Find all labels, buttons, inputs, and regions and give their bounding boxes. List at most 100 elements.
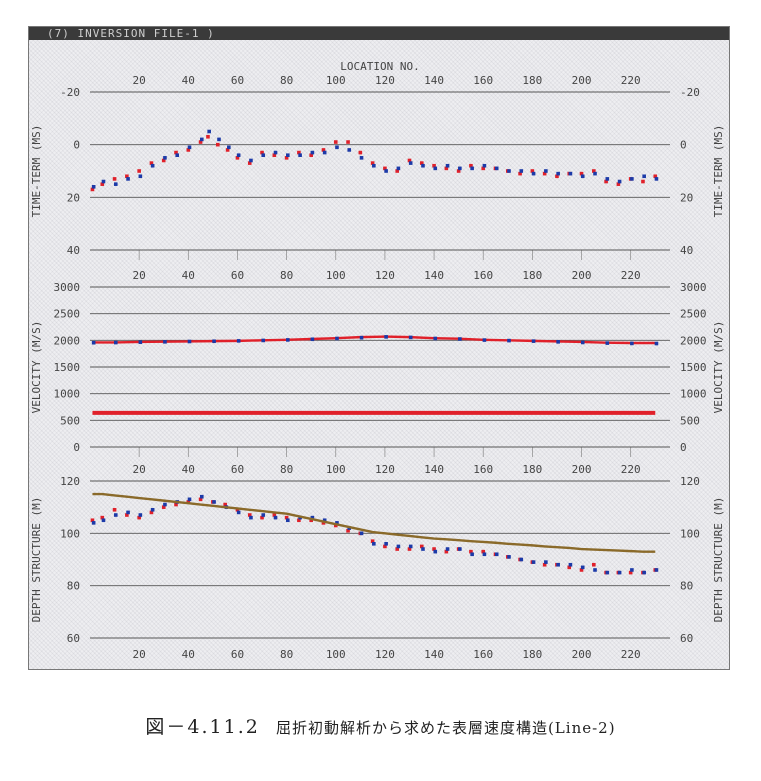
data-point <box>346 140 350 144</box>
x-tick-label: 20 <box>133 269 146 282</box>
data-point <box>359 156 364 160</box>
y-tick-label-left: 120 <box>60 475 80 488</box>
data-point <box>260 515 264 520</box>
x-tick-label: 200 <box>572 648 592 661</box>
data-point <box>408 161 413 165</box>
x-tick-label: 180 <box>522 463 542 476</box>
data-point <box>297 518 301 523</box>
x-tick-label: 140 <box>424 269 444 282</box>
x-tick-label: 120 <box>375 74 395 87</box>
data-point <box>100 182 105 186</box>
data-point <box>235 507 240 512</box>
data-point <box>408 544 413 549</box>
data-point <box>433 336 438 341</box>
x-tick-label: 20 <box>133 463 146 476</box>
y-tick-label-right: 0 <box>680 139 687 152</box>
data-point <box>358 150 363 155</box>
x-tick-label: 140 <box>424 648 444 661</box>
data-point <box>481 549 486 554</box>
data-point <box>359 335 364 340</box>
x-tick-label: 40 <box>182 269 195 282</box>
data-point <box>284 515 289 520</box>
x-tick-label: 100 <box>326 269 346 282</box>
y-tick-label-right: 100 <box>680 527 700 540</box>
data-point <box>321 521 326 525</box>
data-point <box>384 169 388 173</box>
data-point <box>469 549 473 554</box>
data-point <box>113 513 118 517</box>
data-point <box>556 171 560 176</box>
y-tick-label-right: 1000 <box>680 388 707 401</box>
data-point <box>482 163 487 168</box>
y-tick-label-left: 100 <box>60 527 80 540</box>
data-point <box>227 145 231 150</box>
y-tick-label-right: 2000 <box>680 334 707 347</box>
x-tick-label: 180 <box>522 74 542 87</box>
y-axis-title-right: DEPTH STRUCTURE (M) <box>712 497 725 623</box>
data-point <box>235 156 240 160</box>
data-point <box>310 150 315 155</box>
x-tick-label: 60 <box>231 648 244 661</box>
data-point <box>519 557 524 562</box>
data-point <box>186 500 191 504</box>
y-axis-title-left: DEPTH STRUCTURE (M) <box>30 497 43 623</box>
data-point <box>100 515 105 520</box>
data-point <box>236 510 241 515</box>
y-tick-label-right: 2500 <box>680 308 707 321</box>
data-point <box>261 153 266 157</box>
y-axis-title-left: TIME-TERM (MS) <box>30 125 43 218</box>
y-axis-title-left: VELOCITY (M/S) <box>30 321 43 414</box>
data-point <box>641 179 645 184</box>
x-tick-label: 80 <box>280 463 293 476</box>
y-axis-title-right: TIME-TERM (MS) <box>712 125 725 218</box>
x-tick-label: 80 <box>280 74 293 87</box>
data-point <box>101 518 106 523</box>
data-point <box>432 547 436 551</box>
data-point <box>542 171 547 176</box>
data-point <box>284 156 289 160</box>
data-point <box>579 568 584 572</box>
data-point <box>346 528 350 533</box>
y-tick-label-right: 60 <box>680 632 693 645</box>
data-point <box>212 500 216 504</box>
data-point <box>174 150 178 155</box>
x-tick-label: 160 <box>473 648 493 661</box>
y-tick-label-left: 20 <box>67 191 80 204</box>
y-tick-label-left: 500 <box>60 414 80 427</box>
data-point <box>445 547 450 551</box>
data-point <box>630 568 634 572</box>
data-point <box>322 150 327 155</box>
data-point <box>138 513 143 517</box>
data-point <box>419 544 424 549</box>
y-tick-label-right: -20 <box>680 86 700 99</box>
data-point <box>236 339 241 343</box>
data-point <box>199 494 204 499</box>
data-point <box>494 552 499 557</box>
inversion-plot-window: (7) INVERSION FILE-1 ) <box>28 26 730 670</box>
data-point <box>555 174 559 179</box>
y-tick-label-left: 0 <box>73 139 80 152</box>
data-point <box>518 171 522 176</box>
data-point <box>91 185 96 189</box>
y-tick-label-right: 80 <box>680 580 693 593</box>
data-point <box>91 521 96 525</box>
data-point <box>445 163 450 168</box>
data-point <box>482 338 487 342</box>
figure-caption: 図－4.11.2 屈折初動解析から求めた表層速度構造(Line-2) <box>0 712 761 739</box>
data-point <box>163 340 167 344</box>
data-point <box>617 570 622 575</box>
x-tick-label: 120 <box>375 269 395 282</box>
data-point <box>260 150 264 155</box>
data-point <box>568 562 573 567</box>
x-tick-label: 40 <box>182 648 195 661</box>
data-point <box>286 338 290 342</box>
data-point <box>556 562 560 567</box>
data-point <box>198 140 203 144</box>
x-tick-label: 140 <box>424 74 444 87</box>
x-tick-label: 160 <box>473 269 493 282</box>
data-point <box>335 145 339 150</box>
data-point <box>273 150 278 155</box>
y-tick-label-right: 20 <box>680 191 693 204</box>
data-point <box>359 531 364 536</box>
x-tick-label: 100 <box>326 463 346 476</box>
